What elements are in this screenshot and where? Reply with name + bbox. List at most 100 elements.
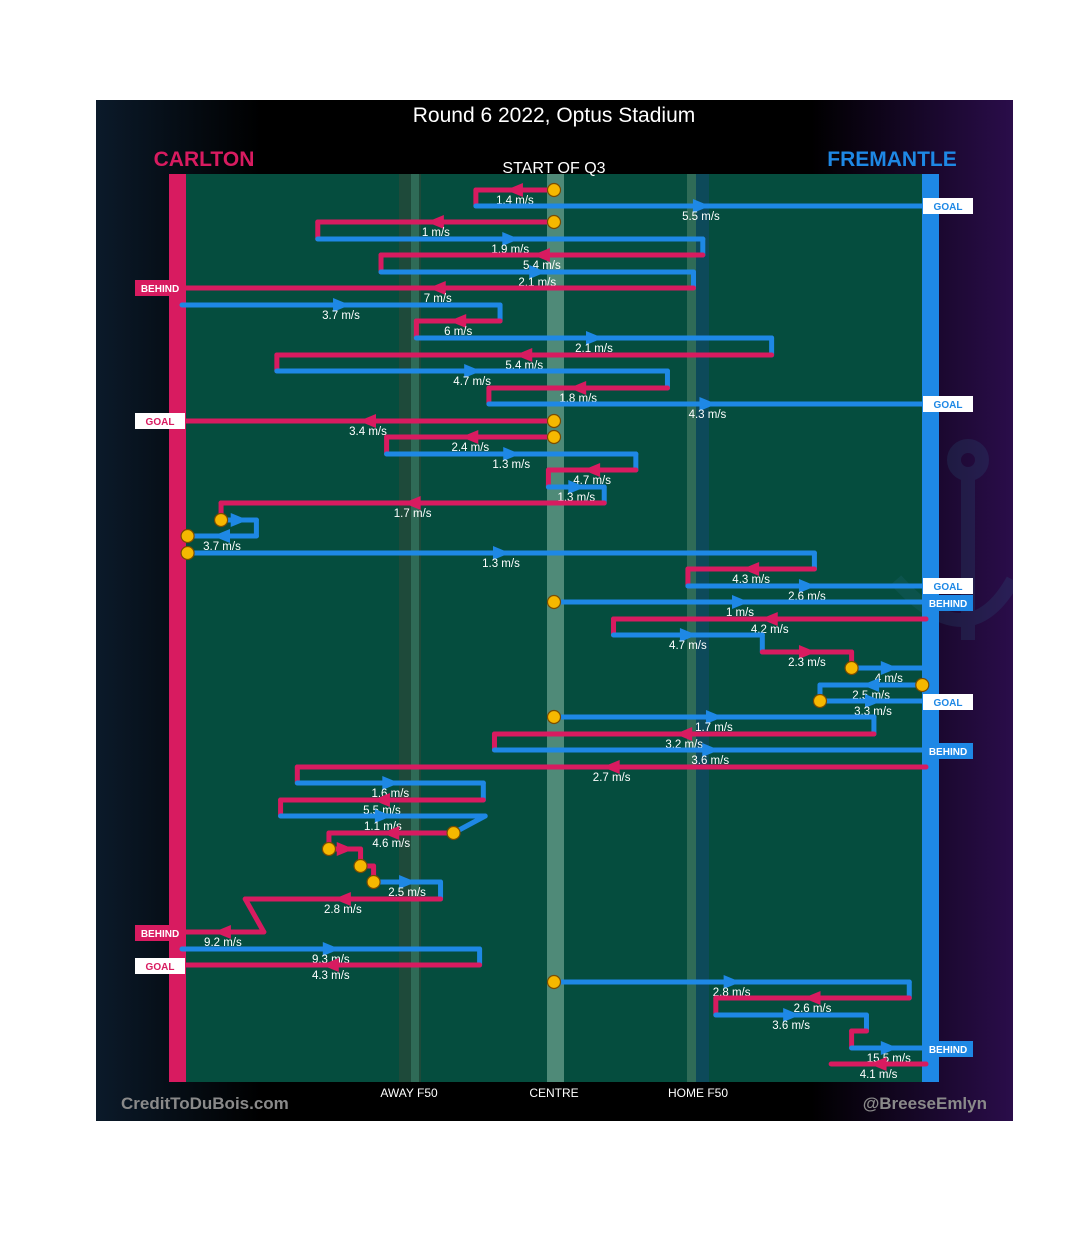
stoppage-marker [546,429,562,445]
kick-direction-arrow [428,281,446,295]
kick-direction-arrow [760,612,778,626]
kick-direction-arrow [798,579,816,593]
stoppage-marker [546,974,562,990]
kick-direction-arrow [333,298,351,312]
axis-label-centre: CENTRE [529,1086,578,1100]
stoppage-marker [915,677,930,693]
carlton-behind-marker [135,280,185,296]
kick-speed-label: 3.6 m/s [772,1020,810,1032]
kick-direction-arrow [336,842,354,856]
kick-speed-label: 7 m/s [424,293,452,305]
kick-direction-arrow [426,215,444,229]
kick-speed-label: 1.3 m/s [482,558,520,570]
kick-speed-label: 4.7 m/s [669,640,707,652]
stoppage-marker [180,545,195,561]
chain-connector [242,896,267,935]
kick-direction-arrow [449,314,467,328]
kick-speed-label: 4.1 m/s [860,1069,898,1081]
fremantle-watermark [890,439,1013,640]
kick-speed-label: 5.5 m/s [682,211,720,223]
kick-speed-label: 4.6 m/s [372,838,410,850]
kick-direction-arrow [862,678,880,692]
kick-direction-arrow [503,447,521,461]
carlton-team-name: CARLTON [154,148,255,171]
kick-speed-label: 2.1 m/s [575,343,613,355]
home-f50-stripe [687,174,696,1082]
fremantle-goal-marker [923,694,973,710]
axis-label-away-f50: AWAY F50 [380,1086,438,1100]
kick-direction-arrow [213,925,231,939]
outcome-label: GOAL [934,582,963,593]
kick-direction-arrow [382,826,400,840]
kick-direction-arrow [333,892,351,906]
kick-direction-arrow [880,1041,898,1055]
kick-speed-label: 3.7 m/s [322,310,360,322]
chart-card: Round 6 2022, Optus Stadium START OF Q3 … [96,100,1013,1121]
kick-speed-label: 2.6 m/s [794,1003,832,1015]
stoppage-marker [812,693,828,709]
kick-direction-arrow [783,1008,801,1022]
outcome-label: BEHIND [141,284,179,295]
kick-speed-label: 4.3 m/s [732,574,770,586]
carlton-goal-bar [169,174,186,1082]
kick-speed-label: 3.6 m/s [691,755,729,767]
kick-direction-arrow [502,232,520,246]
kick-direction-arrow [461,430,479,444]
outcome-label: GOAL [934,698,963,709]
kick-speed-label: 2.4 m/s [451,442,489,454]
kick-chain-chart: Round 6 2022, Optus Stadium START OF Q3 … [121,104,1013,1113]
kick-speed-label: 1.3 m/s [492,459,530,471]
kick-direction-arrow [705,710,723,724]
kick-direction-arrow [372,793,390,807]
fremantle-goal-marker [923,396,973,412]
stoppage-marker [546,594,562,610]
kick-direction-arrow [230,513,248,527]
kick-direction-arrow [359,414,376,428]
fremantle-behind-marker [923,743,973,759]
carlton-goal-marker [135,413,185,429]
kick-direction-arrow [403,496,421,510]
carlton-behind-marker [135,925,185,941]
kick-direction-arrow [699,397,717,411]
fremantle-behind-marker [923,1041,973,1057]
kick-direction-arrow [515,348,533,362]
footer-author: @BreeseEmlyn [863,1094,987,1113]
fremantle-goal-marker [923,198,973,214]
fremantle-goal-marker [923,578,973,594]
kick-direction-arrow [692,199,710,213]
kick-direction-arrow [803,991,821,1005]
kick-direction-arrow [529,265,547,279]
kick-direction-arrow [732,595,749,609]
kick-direction-arrow [798,645,816,659]
kick-speed-label: 9.2 m/s [204,937,242,949]
centre-line [547,174,564,1082]
kick-direction-arrow [585,331,603,345]
kick-speed-label: 4.3 m/s [312,970,350,982]
kick-direction-arrow [464,364,482,378]
kick-direction-arrow [399,875,417,889]
kick-speed-label: 2.7 m/s [593,772,631,784]
kick-speed-label: 1 m/s [726,607,754,619]
kick-direction-arrow [702,743,720,757]
kick-speed-label: 4.3 m/s [689,409,727,421]
outcome-label: BEHIND [929,599,967,610]
fremantle-goal-bar [922,174,939,1082]
stoppage-marker [546,413,562,429]
kick-speed-label: 2.8 m/s [324,904,362,916]
kick-direction-arrow [492,546,510,560]
outcome-label: GOAL [934,202,963,213]
kick-direction-arrow [864,694,882,708]
kick-direction-arrow [880,661,898,675]
stoppage-marker [844,660,859,676]
away-f50-stripe [411,174,419,1082]
kick-direction-arrow [382,776,400,790]
kick-speed-label: 4.7 m/s [453,376,491,388]
kick-direction-arrow [568,480,586,494]
kick-direction-arrow [602,760,620,774]
kick-speed-label: 3.4 m/s [349,426,387,438]
outcome-label: GOAL [146,962,175,973]
outcome-label: GOAL [934,400,963,411]
outcome-label: BEHIND [141,929,179,940]
stoppage-marker [446,825,461,841]
kick-direction-arrow [869,1057,887,1071]
